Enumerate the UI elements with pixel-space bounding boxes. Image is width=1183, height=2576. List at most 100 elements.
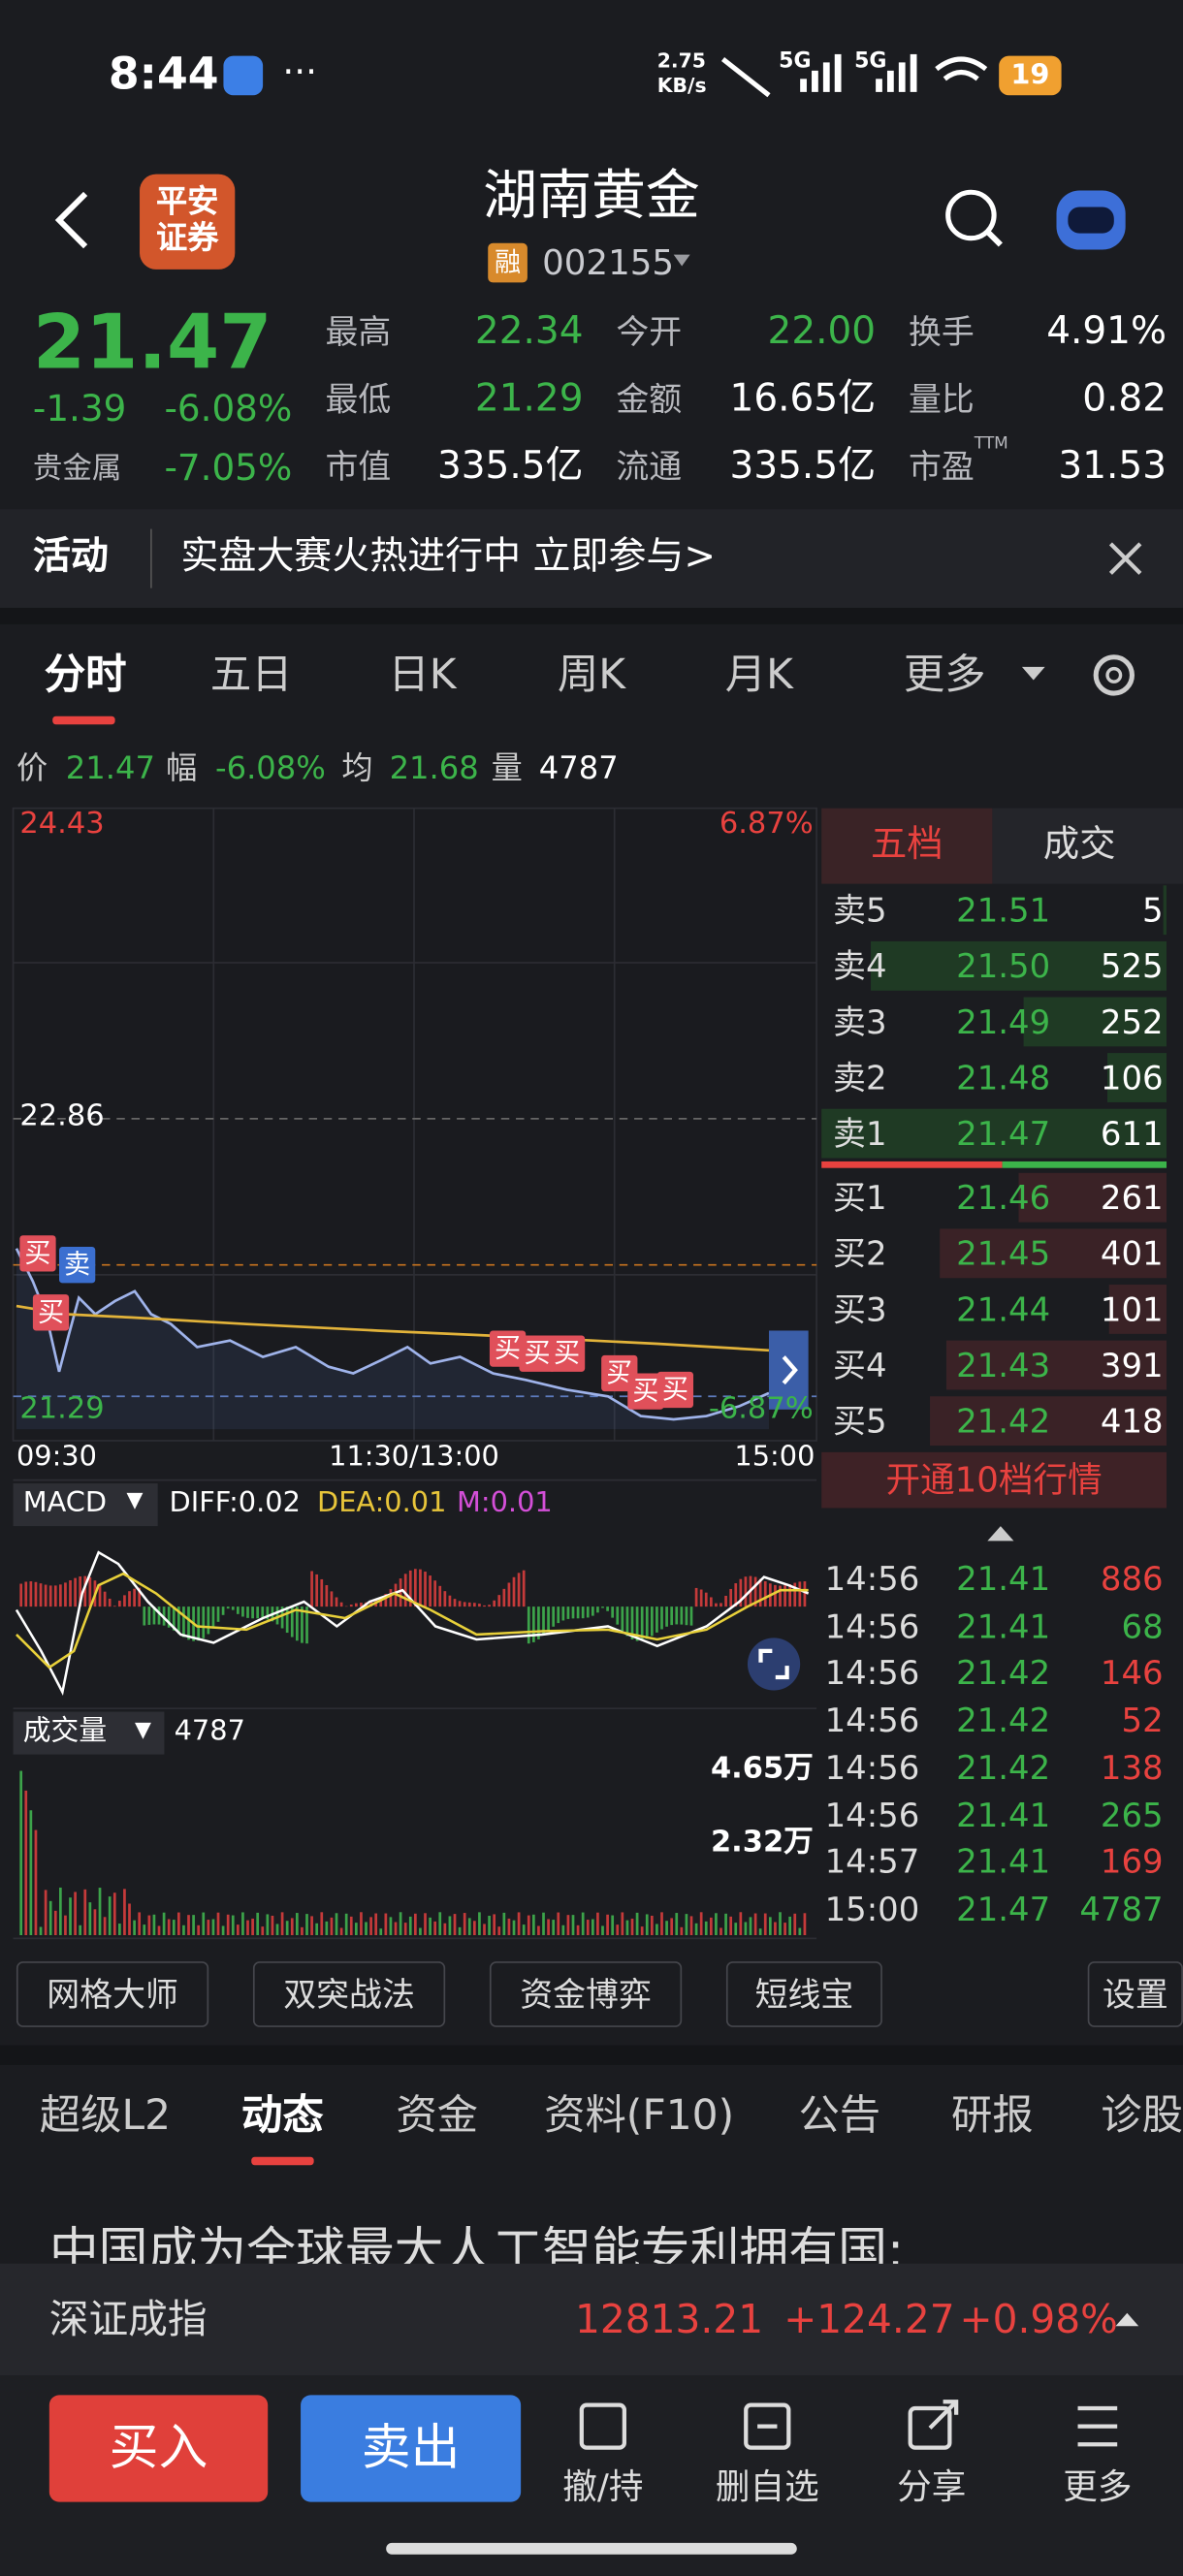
macd-bar bbox=[69, 1580, 72, 1606]
volume-bar bbox=[567, 1915, 570, 1935]
settings-button[interactable] bbox=[1096, 657, 1132, 693]
macd-bar bbox=[715, 1604, 718, 1606]
search-button[interactable] bbox=[948, 192, 994, 238]
axis-label: 24.43 bbox=[19, 810, 104, 839]
macd-bar bbox=[443, 1591, 446, 1606]
macd-bar bbox=[670, 1606, 673, 1625]
volume-bar bbox=[636, 1913, 639, 1935]
macd-bar bbox=[128, 1591, 131, 1606]
tool-button[interactable]: 设置 bbox=[1088, 1961, 1183, 2027]
macd-bar bbox=[19, 1584, 22, 1607]
chart-tab[interactable]: 日K bbox=[340, 653, 504, 694]
code-dropdown bbox=[674, 255, 690, 267]
volume-bar bbox=[419, 1928, 422, 1935]
volume-bar bbox=[390, 1917, 393, 1935]
action-item[interactable]: 撤/持 bbox=[521, 2470, 685, 2505]
back-button[interactable] bbox=[59, 194, 85, 246]
upgrade-button[interactable]: 开通10档行情 bbox=[821, 1464, 1167, 1499]
volume-bar bbox=[365, 1922, 368, 1935]
orderbook-tab[interactable]: 五档 bbox=[821, 828, 992, 864]
macd-bar bbox=[276, 1606, 279, 1624]
volume-bar bbox=[153, 1915, 156, 1935]
dea-line bbox=[16, 1574, 809, 1668]
volume-bar bbox=[616, 1924, 619, 1935]
macd-bar bbox=[49, 1585, 52, 1606]
volume-bar bbox=[305, 1914, 308, 1935]
macd-label[interactable]: MACD bbox=[23, 1490, 107, 1518]
volume-bar bbox=[468, 1918, 471, 1935]
fullscreen-button[interactable] bbox=[748, 1638, 800, 1690]
macd-bar bbox=[419, 1570, 422, 1606]
volume-bar bbox=[577, 1925, 580, 1935]
macd-bar bbox=[296, 1606, 299, 1640]
volume-bar bbox=[138, 1912, 141, 1935]
macd-bar bbox=[468, 1603, 471, 1606]
section-tab[interactable]: 资金 bbox=[322, 2094, 552, 2135]
chart-tab[interactable]: 更多 bbox=[863, 653, 1027, 694]
action-item[interactable]: 删自选 bbox=[686, 2470, 849, 2505]
sector-pct: -7.05% bbox=[164, 452, 292, 488]
volume-label[interactable]: 成交量 bbox=[23, 1718, 107, 1746]
volume-bar bbox=[532, 1915, 535, 1935]
banner-text[interactable]: 实盘大赛火热进行中 立即参与> bbox=[180, 539, 716, 577]
volume-bar bbox=[429, 1918, 432, 1935]
tool-button[interactable]: 网格大师 bbox=[16, 1961, 208, 2027]
orderbook-tab[interactable]: 成交 bbox=[992, 828, 1167, 864]
volume-bar bbox=[340, 1928, 343, 1935]
macd-bar bbox=[680, 1606, 683, 1624]
volume-bar bbox=[109, 1896, 112, 1935]
volume-bar bbox=[670, 1918, 673, 1935]
chart-tab[interactable]: 月K bbox=[677, 653, 841, 694]
volume-bar bbox=[94, 1909, 97, 1935]
volume-bar bbox=[128, 1903, 131, 1935]
section-tab[interactable]: 资料(F10) bbox=[525, 2094, 754, 2135]
book-name: 卖4 bbox=[833, 949, 886, 982]
banner-label: 活动 bbox=[33, 539, 109, 577]
stat-label: 最高 bbox=[325, 315, 391, 348]
chart-tab[interactable]: 周K bbox=[509, 653, 673, 694]
volume-bar bbox=[705, 1922, 708, 1935]
volume-bar bbox=[488, 1916, 491, 1935]
book-name: 买1 bbox=[833, 1181, 886, 1214]
chart-tab[interactable]: 五日 bbox=[170, 653, 334, 694]
macd-bar bbox=[182, 1606, 185, 1638]
macd-bar bbox=[557, 1606, 560, 1623]
volume-bar bbox=[217, 1913, 220, 1935]
volume-bar bbox=[547, 1919, 550, 1935]
macd-bar bbox=[523, 1571, 526, 1606]
action-item[interactable]: 分享 bbox=[849, 2470, 1013, 2505]
macd-bar bbox=[35, 1582, 38, 1606]
tool-button[interactable]: 短线宝 bbox=[726, 1961, 882, 2027]
macd-bar bbox=[207, 1606, 209, 1634]
macd-bar bbox=[310, 1572, 313, 1607]
volume-bar bbox=[315, 1924, 318, 1935]
info-item: 21.47 bbox=[66, 754, 155, 785]
volume-bar bbox=[537, 1925, 540, 1935]
action-item[interactable]: 更多 bbox=[1015, 2470, 1179, 2505]
volume-bar bbox=[143, 1924, 145, 1935]
diff-line bbox=[16, 1552, 809, 1692]
home-indicator bbox=[386, 2543, 797, 2555]
macd-bar bbox=[336, 1598, 338, 1607]
tool-button[interactable]: 双突战法 bbox=[253, 1961, 445, 2027]
macd-bar bbox=[488, 1605, 491, 1606]
macd-bar bbox=[429, 1575, 432, 1606]
section-tab[interactable]: 诊股 bbox=[1027, 2094, 1183, 2135]
buy-label[interactable]: 买入 bbox=[49, 2425, 268, 2474]
volume-bar bbox=[207, 1920, 209, 1935]
tool-button[interactable]: 资金博弈 bbox=[490, 1961, 682, 2027]
volume-bar bbox=[601, 1925, 604, 1935]
sell-label[interactable]: 卖出 bbox=[301, 2425, 521, 2474]
macd-bar bbox=[315, 1574, 318, 1606]
volume-bar bbox=[424, 1913, 427, 1935]
macd-bar bbox=[59, 1584, 62, 1606]
chart-tab[interactable]: 分时 bbox=[3, 653, 167, 694]
trade-marker: 买 bbox=[657, 1372, 693, 1408]
volume-bar bbox=[724, 1914, 727, 1935]
volume-bar bbox=[513, 1921, 516, 1935]
macd-bar bbox=[616, 1606, 619, 1625]
volume-bar bbox=[734, 1923, 737, 1935]
volume-bar bbox=[518, 1912, 521, 1935]
